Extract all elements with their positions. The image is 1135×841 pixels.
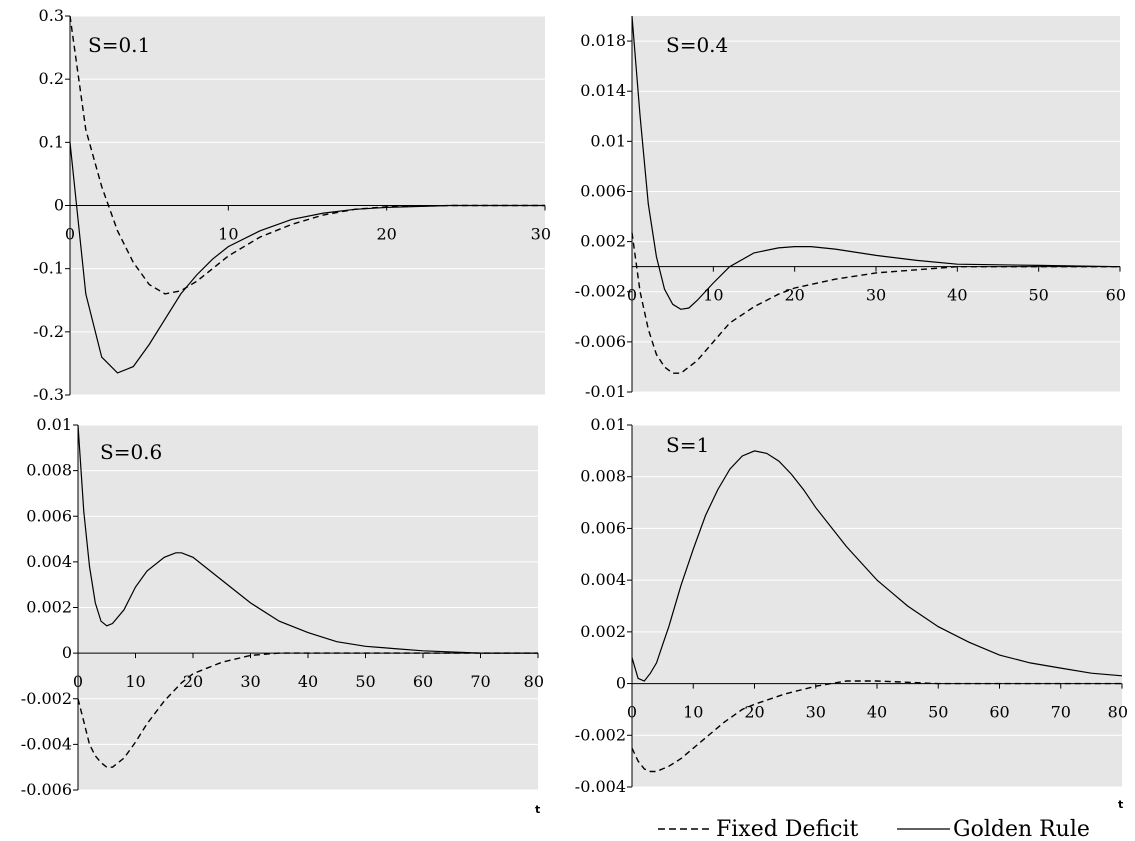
legend: Fixed Deficit Golden Rule	[658, 817, 1090, 841]
y-tick-label: 0.018	[580, 31, 626, 50]
x-tick-label: 20	[183, 672, 203, 691]
x-tick-label: 30	[240, 672, 260, 691]
panel-title: S=0.6	[100, 440, 162, 464]
x-tick-label: 30	[866, 286, 886, 305]
y-tick-label: -0.01	[585, 382, 626, 401]
chart-panels: -0.3-0.2-0.100.10.20.30 10 20 30S=0.1-0.01-…	[21, 6, 1128, 816]
x-tick-label: 40	[867, 703, 887, 722]
legend-label-fixed-deficit: Fixed Deficit	[716, 817, 858, 841]
series-line-fixed-deficit	[69, 15, 545, 295]
x-tick-label: 10	[703, 286, 723, 305]
y-tick-label: -0.002	[575, 282, 626, 301]
series-line-fixed-deficit	[631, 232, 1120, 374]
y-tick-label: -0.004	[575, 777, 626, 796]
y-tick-label: 0.008	[580, 467, 626, 486]
y-tick-label: 0	[62, 643, 72, 662]
y-tick-label: 0.01	[590, 131, 626, 150]
chart-panel: -0.006-0.004-0.00200.0020.0040.0060.0080…	[21, 415, 544, 816]
panel-title: S=0.4	[666, 33, 728, 57]
panel-title: S=0.1	[88, 33, 150, 57]
x-tick-label: 0	[627, 286, 637, 305]
x-tick-label: 10	[218, 225, 238, 244]
y-tick-label: 0.2	[39, 69, 64, 88]
y-tick-label: 0.004	[580, 570, 626, 589]
y-tick-label: 0.002	[580, 622, 626, 641]
x-tick-label: 70	[1051, 703, 1071, 722]
x-tick-label: 70	[470, 672, 490, 691]
y-tick-label: -0.006	[575, 332, 626, 351]
x-tick-label: 80	[524, 672, 544, 691]
series-line-golden-rule	[77, 424, 538, 654]
x-tick-label: 50	[1028, 286, 1048, 305]
y-tick-label: 0.002	[580, 232, 626, 251]
plot-area	[632, 16, 1120, 392]
plot-area	[632, 425, 1122, 787]
y-tick-label: 0.006	[580, 518, 626, 537]
y-tick-label: 0.014	[580, 81, 626, 100]
y-tick-label: 0.002	[26, 598, 72, 617]
series-line-fixed-deficit	[77, 652, 538, 768]
x-axis-label: t	[1118, 798, 1123, 811]
x-tick-label: 0	[73, 672, 83, 691]
y-tick-label: 0	[616, 674, 626, 693]
y-tick-label: 0.01	[36, 415, 72, 434]
x-tick-label: 0	[65, 225, 75, 244]
x-tick-label: 40	[947, 286, 967, 305]
y-tick-label: -0.004	[21, 734, 72, 753]
y-tick-label: -0.1	[33, 259, 64, 278]
x-tick-label: 50	[928, 703, 948, 722]
y-tick-label: 0	[54, 196, 64, 215]
y-tick-label: -0.006	[21, 780, 72, 799]
y-tick-label: -0.2	[33, 322, 64, 341]
series-line-golden-rule	[69, 142, 545, 374]
panel-title: S=1	[666, 433, 709, 457]
x-tick-label: 10	[125, 672, 145, 691]
chart-panel: -0.01 -0.006 -0.002 0.002 0.006 0.01 0.014 0.01…	[575, 15, 1126, 401]
x-tick-label: 60	[1106, 286, 1126, 305]
x-tick-label: 20	[376, 225, 396, 244]
series-line-fixed-deficit	[631, 680, 1122, 773]
y-tick-label: 0.008	[26, 461, 72, 480]
y-tick-label: 0.006	[580, 181, 626, 200]
y-tick-label: 0.004	[26, 552, 72, 571]
chart-panel: -0.3-0.2-0.100.10.20.30 10 20 30S=0.1	[33, 6, 551, 404]
series-line-golden-rule	[631, 450, 1123, 682]
x-tick-label: 60	[989, 703, 1009, 722]
y-tick-label: 0.006	[26, 506, 72, 525]
x-tick-label: 30	[531, 225, 551, 244]
x-tick-label: 20	[744, 703, 764, 722]
x-tick-label: 20	[784, 286, 804, 305]
series-line-golden-rule	[631, 15, 1121, 310]
x-tick-label: 40	[298, 672, 318, 691]
x-tick-label: 60	[413, 672, 433, 691]
y-tick-label: 0.3	[39, 6, 64, 25]
x-tick-label: 80	[1108, 703, 1128, 722]
x-tick-label: 0	[627, 703, 637, 722]
y-tick-label: 0.01	[590, 415, 626, 434]
y-tick-label: -0.002	[21, 689, 72, 708]
x-tick-label: 10	[683, 703, 703, 722]
x-tick-label: 30	[806, 703, 826, 722]
legend-label-golden-rule: Golden Rule	[953, 817, 1090, 841]
x-tick-label: 50	[355, 672, 375, 691]
y-tick-label: -0.002	[575, 725, 626, 744]
x-axis-label: t	[535, 803, 540, 816]
y-tick-label: -0.3	[33, 385, 64, 404]
y-tick-label: 0.1	[39, 132, 64, 151]
